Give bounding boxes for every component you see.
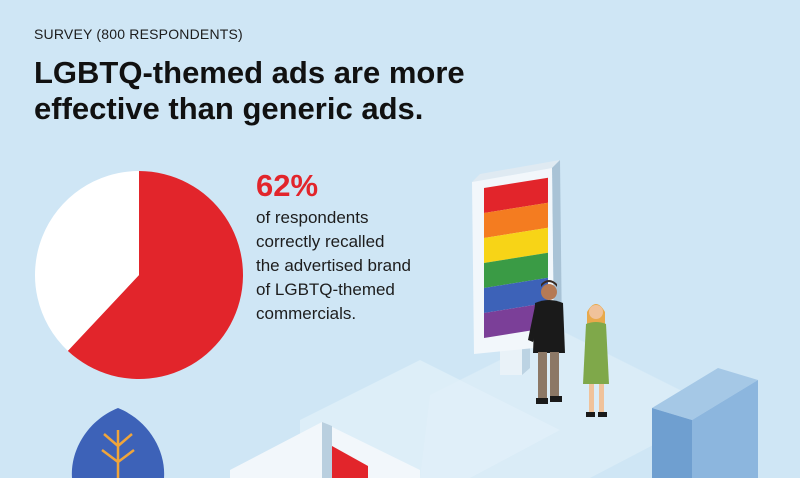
stat-description-line: commercials.	[256, 304, 357, 323]
stat-description-line: the advertised brand	[256, 256, 411, 275]
building-icon	[652, 368, 758, 478]
stat-description-line: of LGBTQ-themed	[256, 280, 395, 299]
stat-description: of respondents correctly recalled the ad…	[256, 206, 486, 326]
rainbow-billboard-icon	[472, 160, 562, 375]
bottom-billboard-icon	[230, 422, 420, 478]
stat-percent: 62%	[256, 168, 319, 203]
rainbow-stripe	[484, 277, 548, 313]
man-figure-icon	[528, 280, 565, 404]
page-headline: LGBTQ-themed ads are more effective than…	[34, 55, 465, 126]
pie-chart	[34, 170, 244, 380]
stat-description-line: of respondents	[256, 208, 369, 227]
stat-description-line: correctly recalled	[256, 232, 385, 251]
woman-figure-icon	[583, 304, 609, 417]
rainbow-stripe	[484, 202, 548, 238]
leaf-tree-icon	[71, 408, 165, 478]
pie-slice-recalled	[67, 171, 243, 379]
rainbow-stripe	[484, 227, 548, 263]
survey-eyebrow: SURVEY (800 RESPONDENTS)	[34, 26, 243, 42]
pie-slice-remainder	[34, 171, 139, 351]
rainbow-stripe	[484, 177, 548, 213]
rainbow-stripe	[484, 252, 548, 288]
pie-chart-svg	[34, 171, 243, 379]
